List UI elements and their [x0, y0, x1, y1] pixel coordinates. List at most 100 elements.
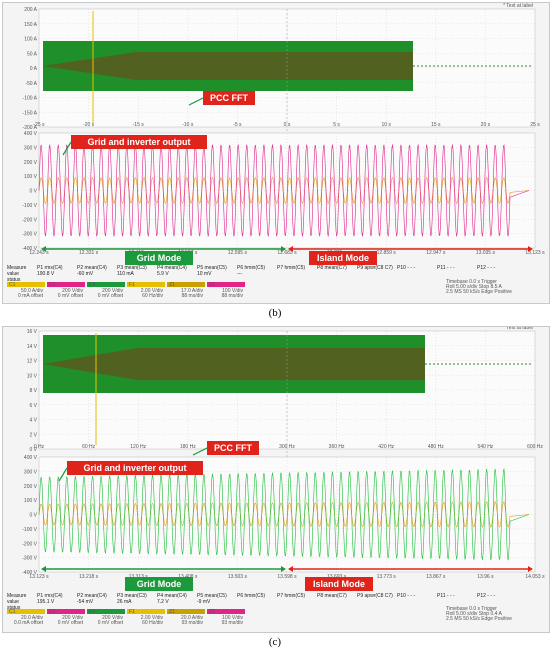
measure-cell	[37, 605, 77, 611]
fft-y-tick: -200 A	[23, 125, 38, 131]
fft-y-tick: 200 A	[24, 7, 37, 13]
measure-cell	[117, 277, 157, 283]
measure-cell	[277, 277, 317, 283]
measure-cell	[237, 605, 277, 611]
time-y-tick: -100 V	[22, 203, 37, 209]
measure-cell: -54 mV	[77, 599, 94, 605]
time-x-tick: 12.947 s	[426, 250, 446, 256]
island-mode-label: Island Mode	[313, 579, 365, 589]
channel-setting: 93 ms/div	[182, 620, 204, 626]
channel-header	[167, 609, 205, 614]
fft-x-tick: -20 s	[83, 122, 95, 128]
fft-y-tick: 12 V	[27, 359, 38, 365]
time-y-tick: -200 V	[22, 541, 37, 547]
time-y-tick: 0 V	[29, 189, 37, 195]
measure-cell	[37, 277, 77, 283]
time-x-tick: 12.243 s	[29, 250, 49, 256]
time-y-tick: 400 V	[24, 455, 38, 461]
channel-name: Z1	[169, 609, 175, 615]
measure-cell: Measure	[7, 265, 27, 271]
fft-y-tick: 10 V	[27, 373, 38, 379]
time-x-tick: 12.331 s	[79, 250, 99, 256]
channel-name: C1	[9, 282, 16, 288]
fft-y-tick: 8 V	[29, 388, 37, 394]
fft-x-tick: 15 s	[431, 122, 441, 128]
measure-cell	[157, 605, 197, 611]
measure-cell: 26 mA	[117, 599, 132, 605]
channel-setting: 88 ms/div	[182, 293, 204, 299]
timebase-line: Timebase 0.0 s Trigger	[446, 606, 497, 612]
text-at-label: * Text at label	[503, 327, 533, 331]
fft-olive-overlay	[43, 347, 425, 381]
time-y-tick: 200 V	[24, 484, 38, 490]
caption-c: (c)	[268, 636, 282, 648]
measure-cell: P11 - - -	[437, 265, 455, 271]
measure-row-values: value 190.8 V -60 mV 110 mA 5.9 V 10 mV ---	[7, 271, 547, 277]
measure-cell: P5 mean(C5)	[197, 265, 227, 271]
channel-setting: 60 Hz/div	[142, 620, 163, 626]
measure-cell: P9 apwr(C8 C7)	[357, 265, 393, 271]
time-y-tick: 400 V	[24, 131, 38, 137]
island-mode-arrowhead-right	[528, 246, 533, 252]
measure-cell	[197, 277, 237, 283]
channel-header	[87, 282, 125, 287]
measure-cell: 7.2 V	[157, 599, 169, 605]
measure-cell	[357, 605, 397, 611]
channel-setting: 0 mV offset	[58, 620, 84, 626]
channel-header	[7, 282, 45, 287]
grid-inverter-arrow	[62, 141, 72, 156]
measure-cell: P6 hmin(C5)	[237, 265, 266, 271]
measure-cell	[277, 605, 317, 611]
time-y-tick: -300 V	[22, 556, 37, 562]
channel-setting: 20.0 A/div	[21, 615, 43, 621]
measure-cell: 10 mV	[197, 271, 212, 277]
time-x-tick: 13.773 s	[377, 574, 397, 580]
time-y-tick: 100 V	[24, 174, 38, 180]
measure-cell	[117, 605, 157, 611]
channel-name: C2	[49, 282, 56, 288]
time-y-tick: -300 V	[22, 232, 37, 238]
time-x-tick: 13.035 s	[476, 250, 496, 256]
fft-x-tick: 25 s	[530, 122, 540, 128]
measure-cell: P10 - - -	[397, 265, 416, 271]
time-y-tick: -400 V	[22, 246, 37, 252]
measure-cell	[397, 605, 437, 611]
channel-setting: 100 V/div	[222, 615, 243, 621]
channel-header	[87, 609, 125, 614]
fft-x-tick: 540 Hz	[477, 444, 493, 450]
fft-x-tick: 180 Hz	[180, 444, 196, 450]
measure-cell	[157, 277, 197, 283]
measure-cell: P2 mean(C4)	[77, 593, 107, 599]
fft-x-tick: 360 Hz	[329, 444, 345, 450]
measure-cell: P8 mean(C7)	[317, 593, 347, 599]
measure-row-headers: Measure P1 rms(C4) P2 mean(C4) P3 mean(C3) P…	[7, 265, 547, 271]
channel-setting: 0.0 mA offset	[14, 620, 44, 626]
scope-panel-b: 200 A 150 A 100 A 50 A 0 A -50 A -100 A -150 A -…	[2, 2, 550, 304]
measure-cell	[357, 277, 397, 283]
time-y-tick: 300 V	[24, 145, 38, 151]
channel-name: C4	[89, 609, 96, 615]
island-mode-label-box	[305, 577, 373, 591]
measure-cell: P3 mean(C3)	[117, 265, 147, 271]
fft-x-tick: 60 Hz	[82, 444, 96, 450]
fft-y-tick: 50 A	[27, 51, 38, 57]
time-y-tick: 300 V	[24, 469, 38, 475]
channel-header	[127, 282, 165, 287]
channel-setting: 200 V/div	[62, 615, 83, 621]
channel-setting: 20.0 A/div	[181, 615, 203, 621]
grid-inverter-label: Grid and inverter output	[83, 463, 186, 473]
time-x-tick: 12.595 s	[228, 250, 248, 256]
fft-olive-overlay	[43, 52, 413, 80]
fft-x-tick: 480 Hz	[428, 444, 444, 450]
measure-cell: 5.9 V	[157, 271, 169, 277]
time-x-tick: 13.218 s	[79, 574, 99, 580]
measure-cell	[477, 277, 517, 283]
measure-cell	[317, 277, 357, 283]
measure-cell: P3 mean(C3)	[117, 593, 147, 599]
channel-setting: 0 mA offset	[18, 293, 44, 299]
island-mode-arrowhead-left	[288, 246, 293, 252]
channel-setting: 2.00 V/div	[141, 615, 164, 621]
channel-setting: 0 mV offset	[98, 293, 124, 299]
fft-x-tick: -25 s	[33, 122, 45, 128]
text-at-label: * Text at label	[503, 3, 533, 9]
